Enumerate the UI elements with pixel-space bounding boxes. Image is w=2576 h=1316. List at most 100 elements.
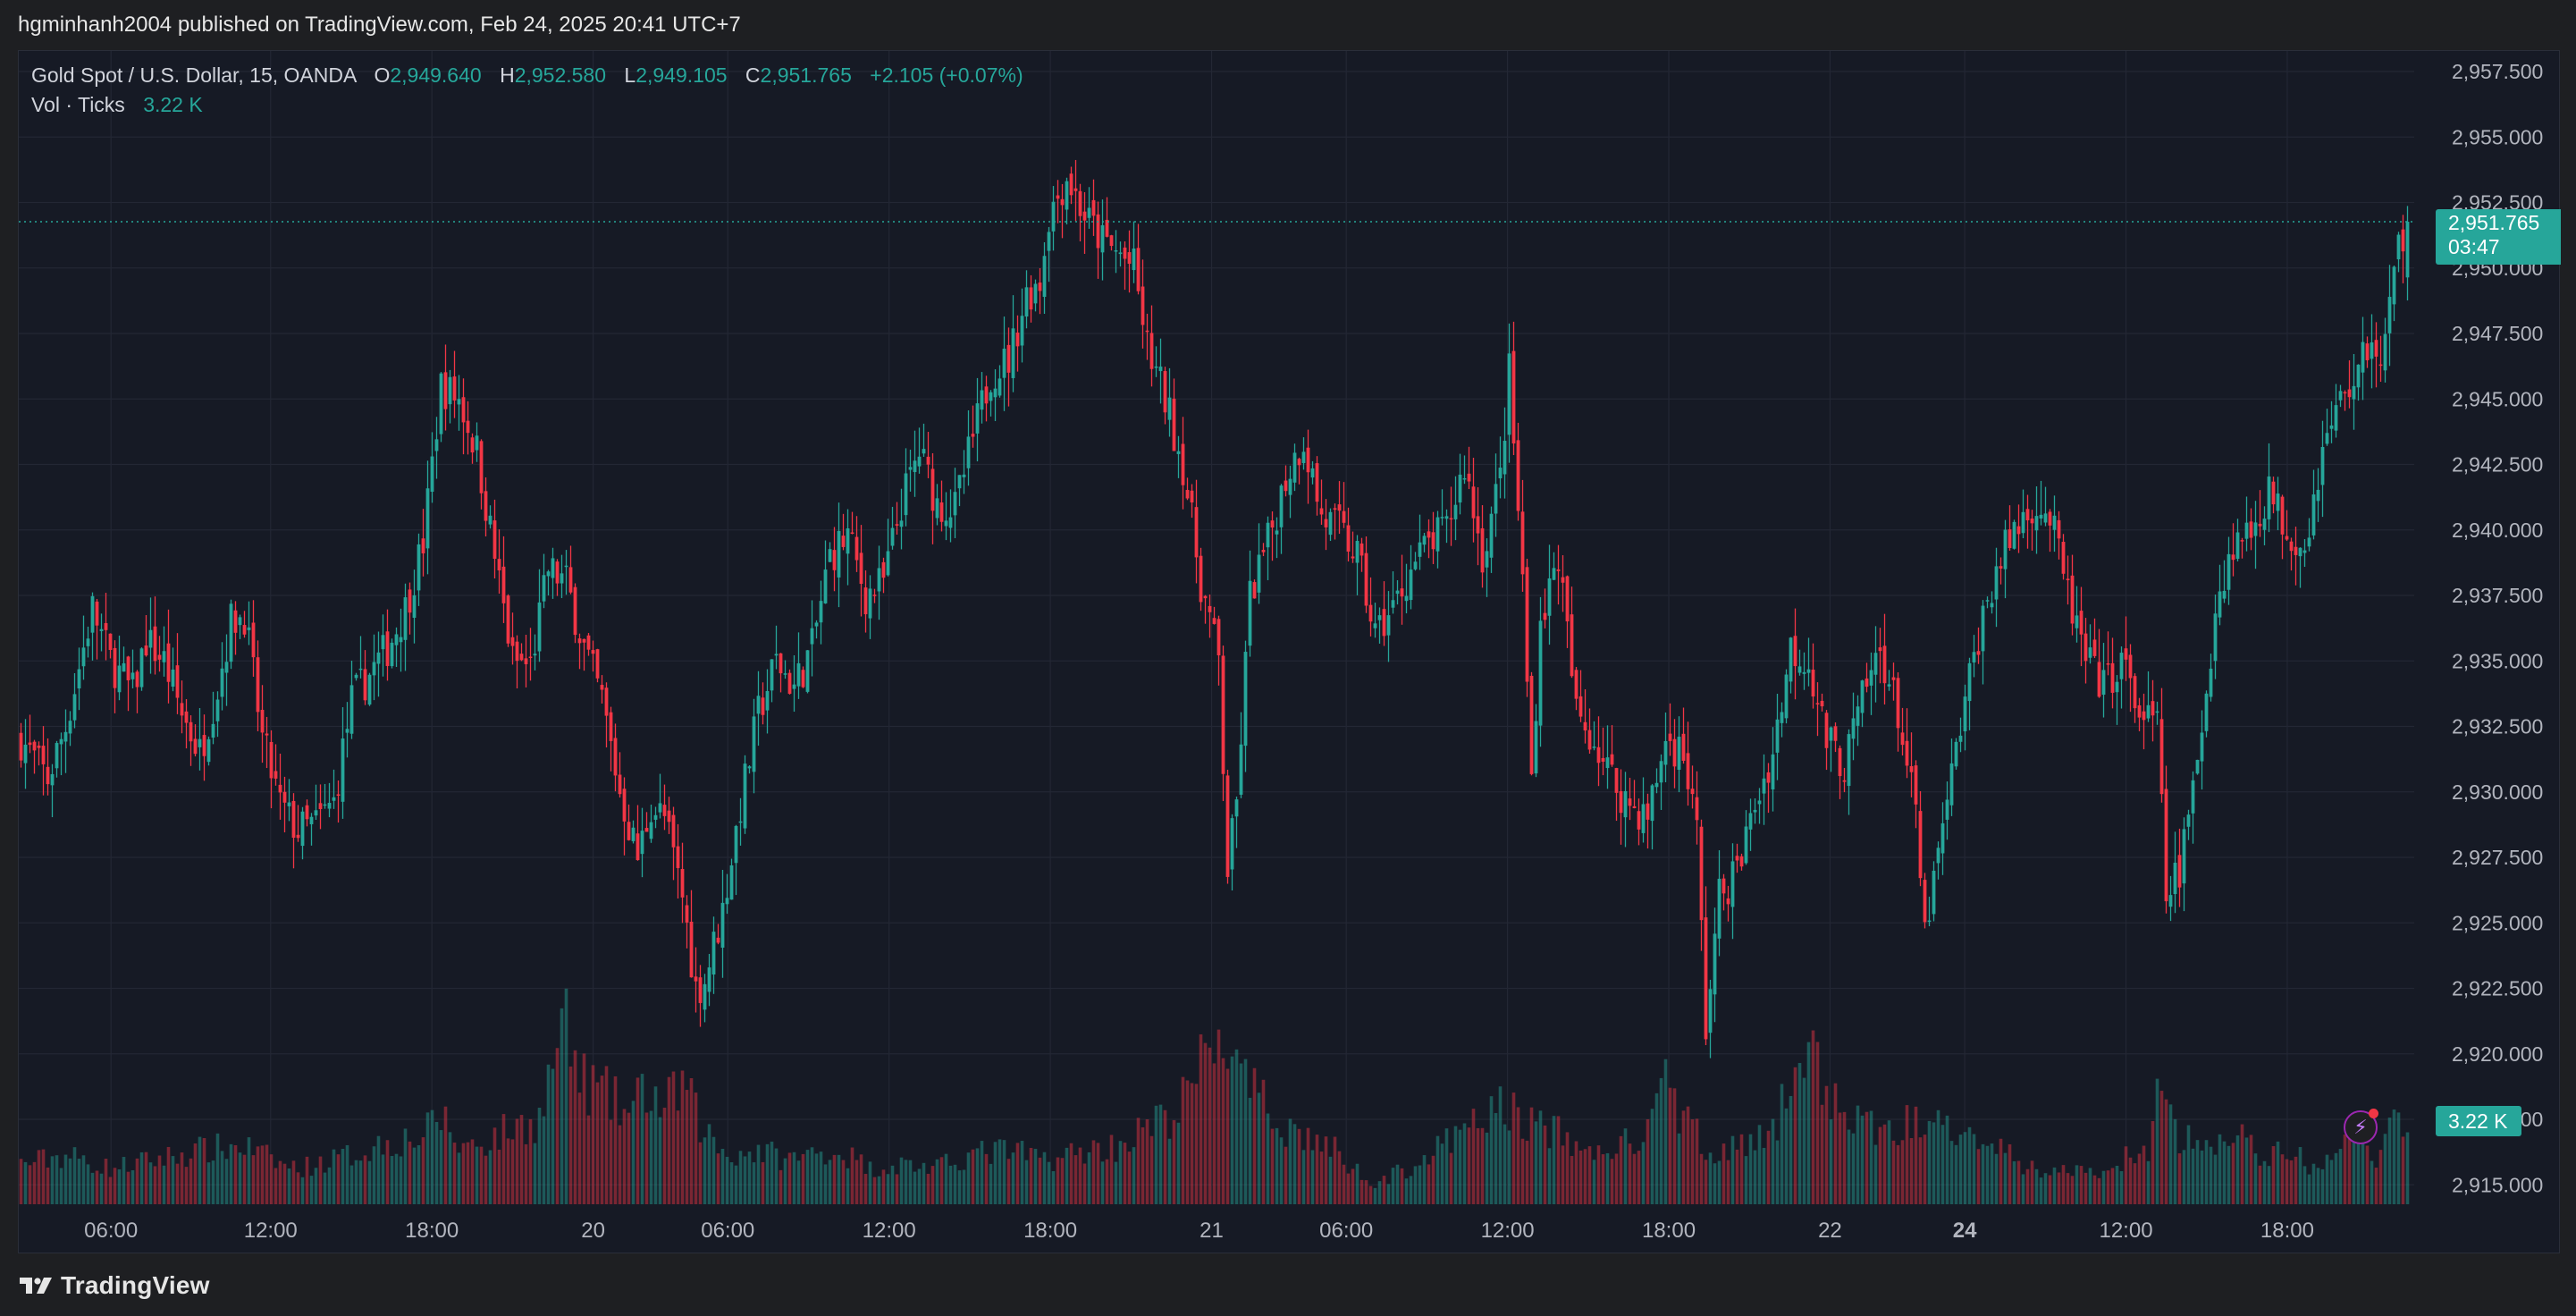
tradingview-logo-icon[interactable] [18,1274,54,1297]
price-tick-label: 2,937.500 [2452,584,2543,607]
volume-bar [1811,1030,1815,1204]
ohlc-legend[interactable]: Gold Spot / U.S. Dollar, 15, OANDA O2,94… [31,63,1023,88]
volume-bar [1570,1156,1574,1204]
volume-bar [1824,1085,1829,1204]
volume-bar [206,1162,211,1204]
candle-body [1230,818,1234,870]
candle-body [2159,719,2164,795]
volume-bar [805,1150,810,1204]
candle-body [1015,333,1020,347]
open-value: 2,949.640 [390,63,482,87]
candle-body [1789,637,1793,682]
volume-bar [1176,1122,1181,1204]
volume-bar [1087,1152,1091,1204]
volume-bar [1435,1135,1440,1204]
candle-body [707,967,711,992]
volume-bar [32,1161,37,1204]
candle-body [233,610,238,633]
axis-badges: 2,951.765 03:47 3.22 K [2436,209,2561,1136]
candle-body [291,800,296,839]
volume-bar [1646,1118,1650,1204]
candle-body [1306,447,1310,473]
candle-body [533,654,537,656]
candle-body [908,467,913,470]
candle-body [1797,666,1802,673]
candle-body [1520,511,1525,575]
volume-bar [2008,1143,2012,1204]
candle-body [2048,511,2052,526]
candle-body [2084,633,2088,662]
volume-bar [1494,1113,1498,1204]
volume-bar [2276,1141,2280,1204]
volume-label[interactable]: Vol · Ticks [31,93,125,116]
volume-legend[interactable]: Vol · Ticks 3.22 K [31,93,203,117]
volume-bar [2307,1174,2311,1204]
volume-bar [296,1172,300,1204]
volume-bar [1324,1136,1328,1204]
candle-body [787,672,792,694]
volume-bar [2352,1119,2356,1204]
candle-body [1735,856,1739,861]
volume-bar [1677,1133,1681,1204]
volume-bar [1033,1149,1038,1204]
volume-bar [81,1155,86,1204]
candle-body [551,558,555,578]
high-value: 2,952.580 [514,63,607,87]
candle-body [28,742,32,746]
volume-bar [2177,1153,2182,1204]
candle-body [2034,516,2039,531]
volume-bar [1270,1128,1275,1204]
candle-body [761,697,765,715]
candle-body [2267,476,2271,519]
volume-bar [1878,1126,1882,1204]
volume-bar [1288,1118,1292,1204]
volume-bar [265,1144,269,1204]
candle-body [2092,639,2097,656]
volume-bar [980,1141,984,1204]
volume-bar [1516,1107,1520,1204]
candle-body [1909,766,1914,772]
volume-bar [77,1159,81,1204]
volume-bar [1949,1141,1954,1204]
volume-bar [492,1127,497,1204]
volume-bar [1654,1092,1659,1204]
candle-body [743,763,747,829]
candle-body [944,520,948,527]
volume-bar [2137,1153,2142,1204]
volume-bar [291,1160,296,1204]
brand-name[interactable]: TradingView [61,1271,210,1299]
volume-bar [1534,1121,1538,1204]
time-axis[interactable]: 06:00 12:00 18:00 20 06:00 12:00 18:00 21 06:00 1… [84,1219,2314,1243]
candle-body [515,641,519,662]
volume-bar [139,1152,144,1204]
volume-bar [99,1173,104,1204]
volume-bar [2244,1137,2249,1204]
volume-bar [175,1163,180,1204]
volume-bar [1789,1095,1793,1204]
price-axis[interactable]: 2,957.5002,955.0002,952.5002,950.0002,94… [2452,60,2543,1196]
candle-body [671,814,676,848]
volume-bar [761,1161,765,1204]
candle-body [2343,392,2347,394]
volume-bar [613,1076,618,1204]
footer: TradingView [18,1270,210,1302]
candle-body [1409,569,1413,601]
candle-body [2115,681,2119,693]
candle-body [1990,603,1994,608]
candlestick-chart[interactable]: 2,957.5002,955.0002,952.5002,950.0002,94… [19,51,2561,1254]
symbol-name[interactable]: Gold Spot / U.S. Dollar, 15, OANDA [31,63,357,87]
candle-body [376,652,381,664]
candle-body [2405,222,2410,278]
candle-body [573,586,577,636]
volume-bar [126,1171,130,1204]
volume-bar [877,1176,881,1204]
candle-body [1869,670,1873,686]
candle-body [2227,553,2231,590]
volume-bar [1243,1059,1248,1204]
candle-body [962,474,966,477]
volume-bar [930,1166,935,1204]
candle-body [1315,463,1319,502]
volume-bar [2021,1174,2025,1204]
candle-body [1458,474,1462,503]
chart-panel[interactable]: 2,957.500 2,955.000 2,952.500 2,950.000 2,94… [18,50,2561,1254]
